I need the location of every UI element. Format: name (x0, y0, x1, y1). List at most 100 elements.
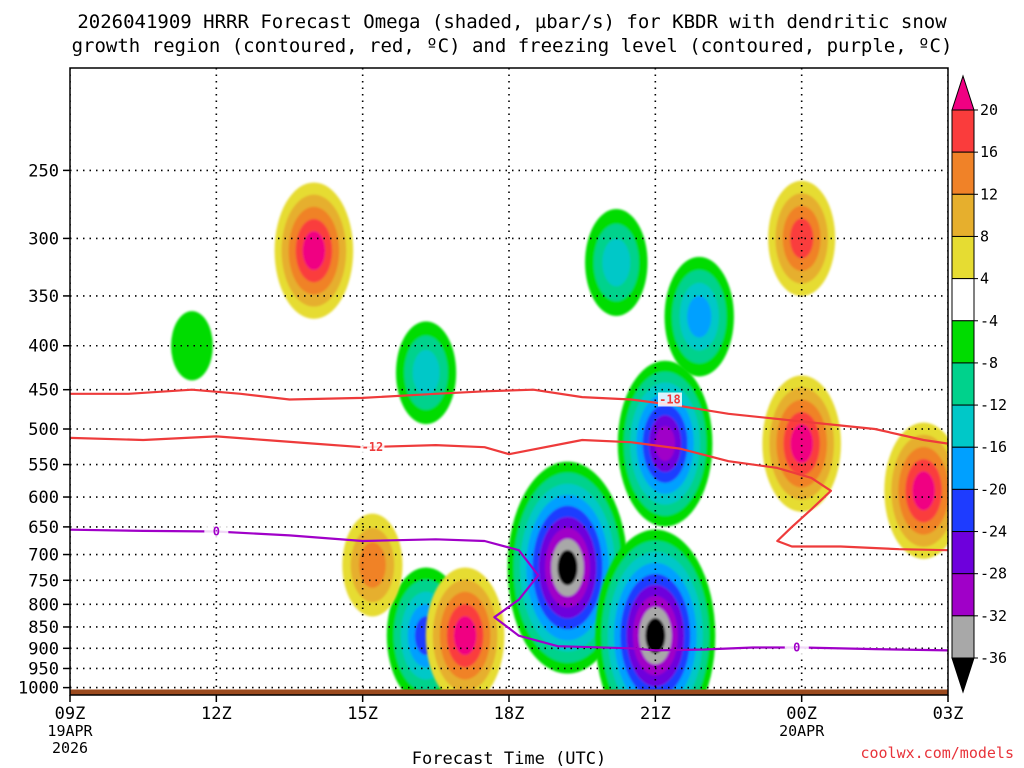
colorbar-label-4: -20 (980, 480, 1007, 498)
colorbar-label-11: 12 (980, 185, 998, 203)
colorbar-top-arrow (951, 74, 975, 111)
colorbar-label-6: -12 (980, 396, 1007, 414)
upward-area-21z-520mb-peak (658, 432, 672, 455)
colorbar-label-13: 20 (980, 101, 998, 119)
terrain-ground-bar (70, 689, 948, 695)
contour-label-0: -18 (659, 393, 681, 407)
upward-cell-22z-370mb (664, 256, 734, 377)
upward-area-12z-400mb (171, 311, 213, 381)
upward-cell-16z-430mb-peak (417, 358, 435, 388)
x-tick-label-18Z: 18Z (494, 704, 525, 724)
freezing-level-0-line (70, 528, 948, 652)
colorbar-bin-2 (951, 573, 975, 617)
y-tick-label-550: 550 (28, 456, 59, 476)
y-tick-label-500: 500 (28, 420, 59, 440)
chart-title-line-2: growth region (contoured, red, ºC) and f… (72, 35, 953, 57)
sinking-area-15z-720mb-peak (364, 550, 381, 580)
contour-label-bg-1 (360, 440, 385, 455)
colorbar-bin-6 (951, 404, 975, 448)
colorbar-label-3: -24 (980, 523, 1007, 541)
sinking-core-14z-310mb-peak (306, 238, 321, 263)
colorbar-bin-13 (951, 109, 975, 153)
x-tick-label-21Z: 21Z (640, 704, 671, 724)
colorbar-bin-8 (951, 320, 975, 364)
upward-cell-22z-370mb-peak (691, 303, 707, 330)
sinking-core-02z-590mb-peak (916, 478, 931, 503)
upward-core-19z-725mb-peak (561, 556, 574, 579)
y-tick-label-700: 700 (28, 546, 59, 566)
x-date-label-09Z: 19APR (47, 722, 93, 740)
y-tick-label-450: 450 (28, 381, 59, 401)
colorbar-label-9: 4 (980, 270, 989, 288)
colorbar-bin-3 (951, 531, 975, 575)
colorbar-label-5: -16 (980, 438, 1007, 456)
y-tick-label-600: 600 (28, 488, 59, 508)
y-tick-label-650: 650 (28, 518, 59, 538)
upward-cell-16z-430mb (395, 321, 457, 425)
x-tick-label-03Z: 03Z (933, 704, 964, 724)
sinking-core-00z-520mb-peak (794, 431, 809, 456)
contour-label-bg-2 (204, 524, 229, 539)
sinking-core-17z-870mb-peak (458, 623, 473, 648)
pressure-axis: 2503003504004505005506006507007508008509… (18, 161, 70, 699)
contour-label-bg-0 (657, 392, 682, 407)
y-tick-label-250: 250 (28, 161, 59, 181)
colorbar-label-1: -32 (980, 607, 1007, 625)
y-tick-label-300: 300 (28, 229, 59, 249)
sinking-core-02z-590mb (884, 422, 948, 559)
y-tick-label-850: 850 (28, 618, 59, 638)
colorbar-label-2: -28 (980, 565, 1007, 583)
sinking-core-14z-310mb (274, 182, 354, 319)
y-tick-label-900: 900 (28, 639, 59, 659)
upward-core-21z-870mb-peak (649, 624, 662, 647)
colorbar-label-7: -8 (980, 354, 998, 372)
colorbar-bin-10 (951, 235, 975, 280)
upward-cell-20z-320mb-peak (607, 247, 625, 278)
gridlines (70, 68, 948, 695)
sinking-area-15z-720mb (342, 513, 403, 617)
y-tick-label-750: 750 (28, 571, 59, 591)
contour-label-bg-3 (784, 640, 809, 655)
y-tick-label-950: 950 (28, 659, 59, 679)
colorbar-bin-12 (951, 151, 975, 195)
colorbar-label-10: 8 (980, 227, 989, 245)
colorbar-bin-1 (951, 615, 975, 659)
x-axis-label: Forecast Time (UTC) (412, 749, 606, 768)
y-tick-label-1000: 1000 (18, 679, 59, 699)
contour-label-3: 0 (793, 640, 800, 654)
y-tick-label-800: 800 (28, 595, 59, 615)
x-tick-label-09Z: 09Z (55, 704, 86, 724)
omega-colorbar: -36 -32 -28 -24 -20 -16 -12 -8 -4 4 8 12 16 20 (951, 74, 1007, 694)
colorbar-label-8: -4 (980, 312, 998, 330)
dgz-minus-18-line (70, 388, 948, 445)
plot-area: -18 -12 0 0 (70, 68, 948, 695)
y-tick-label-350: 350 (28, 287, 59, 307)
contour-label-1: -12 (362, 440, 384, 454)
upward-cell-20z-320mb (585, 208, 648, 316)
coolwx-credit: coolwx.com/models (860, 744, 1014, 762)
colorbar-bottom-arrow (951, 657, 975, 694)
upward-area-21z-520mb (617, 360, 713, 527)
colorbar-bin-9 (951, 278, 975, 322)
x-tick-label-12Z: 12Z (201, 704, 232, 724)
upward-area-12z-400mb-peak (178, 324, 206, 368)
colorbar-label-12: 16 (980, 143, 998, 161)
contour-layer: -18 -12 0 0 (70, 388, 948, 655)
upward-core-21z-870mb (595, 529, 716, 695)
sinking-core-17z-870mb (425, 567, 505, 695)
x-tick-label-00Z: 00Z (786, 704, 817, 724)
contour-label-2: 0 (213, 524, 220, 538)
colorbar-bin-7 (951, 362, 975, 406)
x-tick-label-15Z: 15Z (347, 704, 378, 724)
chart-title-line-1: 2026041909 HRRR Forecast Omega (shaded, … (77, 11, 947, 33)
x-year-label-09Z: 2026 (52, 739, 88, 757)
dgz-minus-12-line (70, 435, 948, 552)
colorbar-bin-5 (951, 446, 975, 490)
y-tick-label-400: 400 (28, 337, 59, 357)
x-date-label-00Z: 20APR (779, 722, 825, 740)
colorbar-bin-4 (951, 488, 975, 533)
colorbar-label-0: -36 (980, 649, 1007, 667)
colorbar-bin-11 (951, 193, 975, 237)
